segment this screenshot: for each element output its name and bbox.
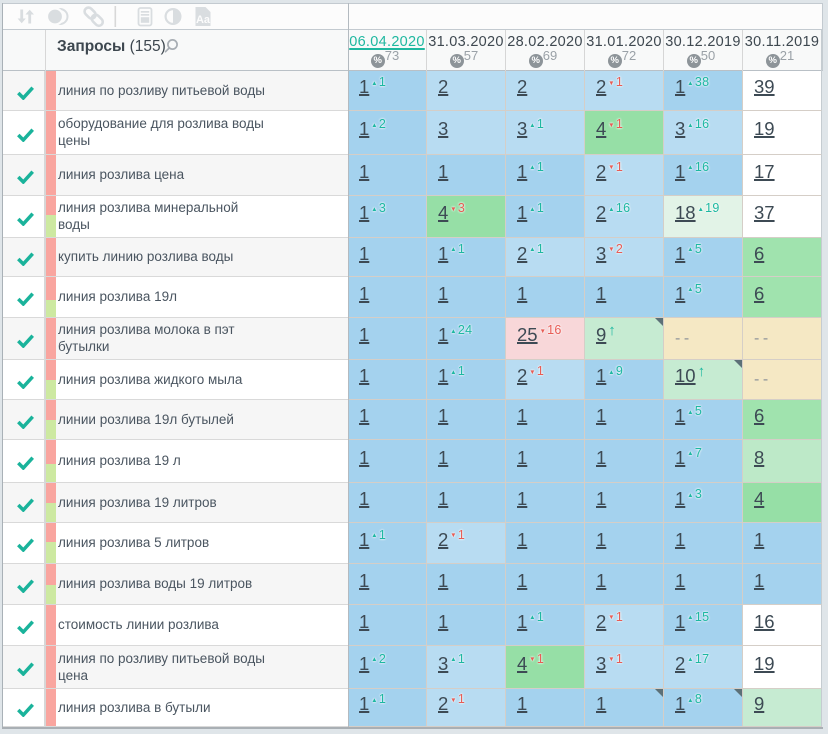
svg-text:Aa: Aa: [196, 14, 211, 26]
